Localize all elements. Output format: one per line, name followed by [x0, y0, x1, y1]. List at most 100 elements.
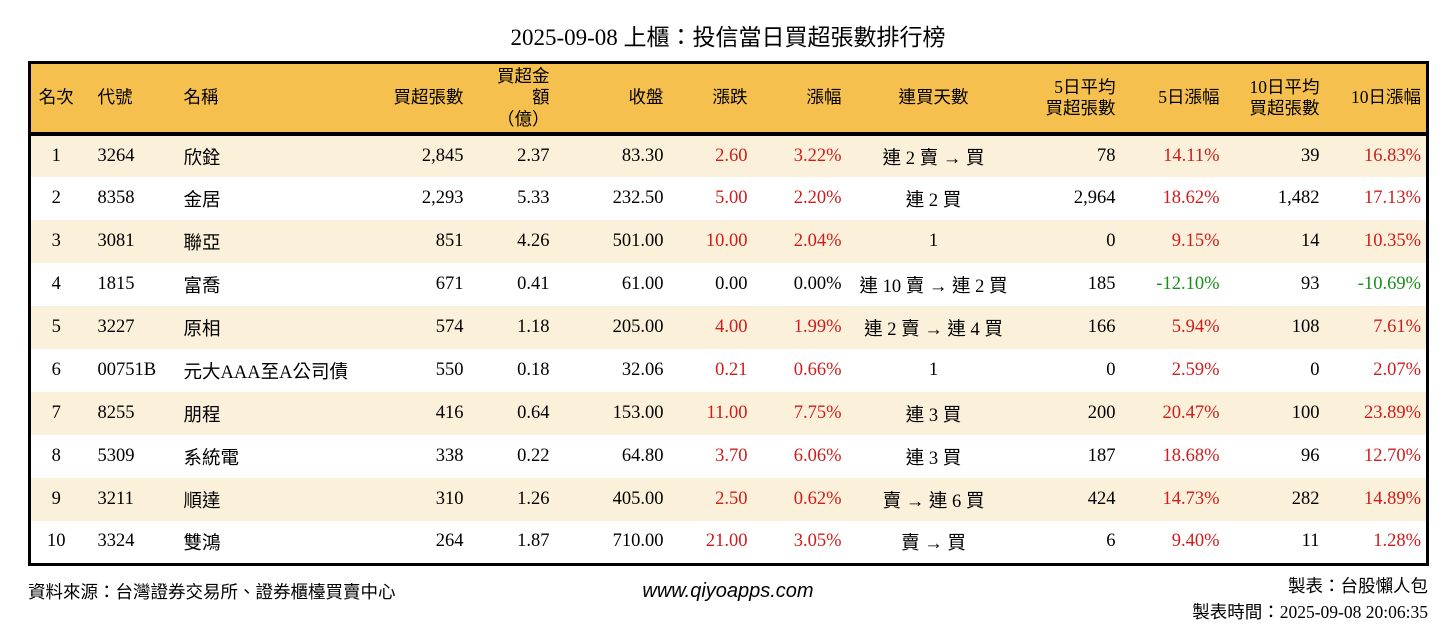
- cell-code: 3264: [81, 134, 174, 178]
- cell-net_shares: 574: [371, 306, 480, 350]
- column-header-avg5: 5日平均 買超張數: [1017, 62, 1130, 137]
- table-row: 8 5309 系統電 338 0.22 64.80 3.70 6.06% 連 3 買 187 18.…: [30, 435, 1428, 478]
- cell-close: 205.00: [577, 306, 674, 350]
- cell-avg10: 39: [1227, 134, 1332, 178]
- cell-code: 3081: [81, 220, 174, 264]
- cell-rank: 1: [29, 134, 82, 178]
- cell-change_pct: 2.20%: [793, 188, 842, 209]
- cell-avg5: 0: [1017, 220, 1130, 264]
- cell-net_shares: 2,293: [421, 188, 464, 209]
- cell-code: 8255: [81, 392, 174, 436]
- cell-change_pct: 0.66%: [793, 360, 842, 381]
- table-row: 6 00751B 元大AAA至A公司債 550 0.18 32.06 0.21 0.66% 1 0…: [30, 349, 1428, 392]
- cell-net_amount: 0.41: [517, 274, 550, 295]
- cell-net_amount: 5.33: [517, 188, 550, 209]
- cell-name: 聯亞: [173, 220, 372, 264]
- cell-rank: 10: [47, 531, 66, 552]
- cell-net_shares: 2,845: [371, 134, 480, 178]
- cell-pct10: 10.35%: [1331, 220, 1428, 264]
- cell-name: 元大AAA至A公司債: [183, 362, 348, 383]
- cell-rank: 3: [29, 220, 82, 264]
- cell-change: 21.00: [705, 531, 748, 552]
- cell-net_amount: 0.22: [517, 446, 550, 467]
- column-header-close: 收盤: [577, 62, 674, 137]
- cell-change: 2.60: [673, 134, 762, 178]
- cell-avg5: 187: [1087, 446, 1116, 467]
- table-row: 3 3081 聯亞 851 4.26 501.00 10.00 2.04% 1 0 9.15% 14 1…: [29, 220, 1428, 264]
- cell-avg5: 200: [1017, 392, 1130, 436]
- cell-streak: 賣 → 連 6 買: [849, 478, 1018, 522]
- cell-code: 3211: [81, 478, 174, 522]
- cell-pct10: 7.61%: [1331, 306, 1428, 350]
- cell-pct10: 14.89%: [1331, 478, 1428, 522]
- cell-rank: 6: [51, 360, 61, 381]
- cell-close: 61.00: [621, 274, 664, 295]
- table-header-row: 名次 代號 名稱 買超張數 買超金額 （億） 收盤 漲跌 漲幅 連買天數 5日平均 買超張數 5日漲…: [29, 62, 1428, 137]
- cell-name: 金居: [183, 190, 221, 211]
- cell-rank: 8: [51, 446, 61, 467]
- cell-net_amount: 1.87: [517, 531, 550, 552]
- cell-net_amount: 1.26: [479, 478, 578, 522]
- cell-avg10: 93: [1301, 274, 1320, 295]
- cell-net_amount: 1.18: [479, 306, 578, 350]
- cell-avg5: 185: [1087, 274, 1116, 295]
- table-row: 4 1815 富喬 671 0.41 61.00 0.00 0.00% 連 10 賣 → 連 2…: [30, 263, 1428, 306]
- cell-net_shares: 310: [371, 478, 480, 522]
- cell-avg10: 11: [1301, 531, 1320, 552]
- cell-pct5: -12.10%: [1156, 274, 1220, 295]
- cell-change: 4.00: [673, 306, 762, 350]
- cell-close: 64.80: [621, 446, 664, 467]
- cell-pct5: 18.62%: [1162, 188, 1220, 209]
- cell-net_shares: 851: [371, 220, 480, 264]
- cell-code: 8358: [97, 188, 135, 209]
- cell-pct10: 12.70%: [1363, 446, 1421, 467]
- cell-close: 153.00: [577, 392, 674, 436]
- page-title: 2025-09-08 上櫃：投信當日買超張數排行榜: [510, 25, 946, 50]
- cell-avg10: 14: [1227, 220, 1332, 264]
- cell-name: 朋程: [173, 392, 372, 436]
- cell-streak: 連 3 買: [849, 392, 1018, 436]
- cell-avg10: 282: [1227, 478, 1332, 522]
- cell-rank: 9: [29, 478, 82, 522]
- cell-pct5: 5.94%: [1129, 306, 1228, 350]
- cell-avg5: 78: [1017, 134, 1130, 178]
- cell-pct10: 17.13%: [1363, 188, 1421, 209]
- cell-streak: 連 2 買: [905, 190, 962, 211]
- cell-pct5: 14.11%: [1129, 134, 1228, 178]
- column-header-name: 名稱: [173, 62, 372, 137]
- ranking-table-container: 名次 代號 名稱 買超張數 買超金額 （億） 收盤 漲跌 漲幅 連買天數 5日平均 買超張數 5日漲…: [28, 61, 1429, 566]
- cell-change_pct: 2.04%: [761, 220, 850, 264]
- cell-avg10: 108: [1227, 306, 1332, 350]
- table-row: 9 3211 順達 310 1.26 405.00 2.50 0.62% 賣 → 連 6 買 42…: [29, 478, 1428, 522]
- cell-net_amount: 4.26: [479, 220, 578, 264]
- cell-avg5: 0: [1106, 360, 1116, 381]
- cell-close: 710.00: [612, 531, 664, 552]
- cell-close: 32.06: [621, 360, 664, 381]
- column-header-code: 代號: [81, 62, 174, 137]
- cell-change: 2.50: [673, 478, 762, 522]
- cell-avg10: 100: [1227, 392, 1332, 436]
- cell-net_shares: 264: [435, 531, 464, 552]
- cell-name: 原相: [173, 306, 372, 350]
- cell-avg10: 96: [1301, 446, 1320, 467]
- cell-change_pct: 3.05%: [793, 531, 842, 552]
- cell-code: 00751B: [97, 360, 157, 381]
- cell-avg5: 6: [1106, 531, 1116, 552]
- column-header-net_shares: 買超張數: [371, 62, 480, 137]
- cell-change: 5.00: [715, 188, 748, 209]
- cell-pct10: 1.28%: [1373, 531, 1421, 552]
- cell-change_pct: 6.06%: [793, 446, 842, 467]
- cell-rank: 2: [51, 188, 61, 209]
- cell-code: 3227: [81, 306, 174, 350]
- cell-name: 系統電: [183, 448, 240, 469]
- table-row: 7 8255 朋程 416 0.64 153.00 11.00 7.75% 連 3 買 200 20…: [29, 392, 1428, 436]
- cell-net_shares: 338: [435, 446, 464, 467]
- website-text: www.qiyoapps.com: [642, 579, 814, 602]
- cell-name: 欣銓: [173, 134, 372, 178]
- cell-name: 雙鴻: [183, 533, 221, 554]
- cell-close: 405.00: [577, 478, 674, 522]
- cell-code: 5309: [97, 446, 135, 467]
- cell-pct5: 2.59%: [1171, 360, 1220, 381]
- cell-pct5: 20.47%: [1129, 392, 1228, 436]
